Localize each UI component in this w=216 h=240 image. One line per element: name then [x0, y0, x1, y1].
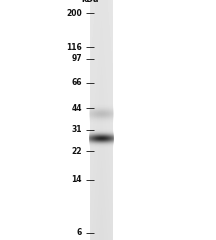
Bar	[90, 0, 112, 240]
Text: 6: 6	[77, 228, 82, 237]
Text: 66: 66	[71, 78, 82, 87]
Text: 22: 22	[71, 147, 82, 156]
Text: 97: 97	[71, 54, 82, 63]
Text: kDa: kDa	[81, 0, 98, 5]
Text: 14: 14	[71, 175, 82, 184]
Text: 31: 31	[71, 126, 82, 134]
Text: 44: 44	[71, 103, 82, 113]
Text: 116: 116	[66, 43, 82, 52]
Text: 200: 200	[66, 9, 82, 18]
